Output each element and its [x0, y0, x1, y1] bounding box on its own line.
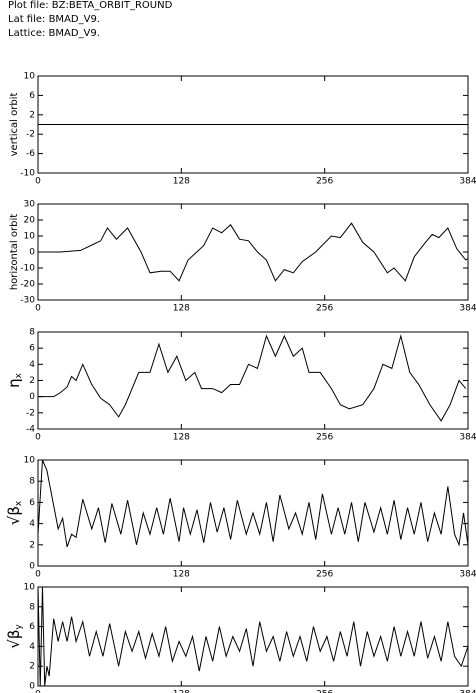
plot-frame — [37, 203, 469, 301]
y-axis-label-main: horizontal orbit — [9, 214, 20, 290]
x-tick-label: 0 — [35, 690, 41, 693]
y-tick-label: 0 — [29, 392, 35, 402]
x-tick-label: 384 — [459, 433, 476, 443]
x-tick-label: 128 — [173, 433, 190, 443]
x-tick-label: 128 — [173, 304, 190, 314]
y-tick-label: -2 — [26, 130, 35, 140]
y-tick-label: 2 — [29, 376, 35, 386]
x-tick-label: 0 — [35, 177, 41, 187]
x-tick-label: 0 — [35, 570, 41, 580]
y-axis-label: vertical orbit — [9, 93, 20, 157]
header-line: Lat file: BMAD_V9. — [8, 14, 100, 25]
y-axis-label: horizontal orbit — [9, 214, 20, 290]
y-axis-label-sub: y — [14, 624, 24, 630]
y-tick-label: 0 — [29, 248, 35, 258]
x-tick-label: 256 — [316, 690, 333, 693]
y-axis-label-sub: x — [14, 500, 24, 506]
y-tick-label: 20 — [24, 216, 36, 226]
y-tick-label: -6 — [26, 149, 35, 159]
x-tick-label: 384 — [459, 690, 476, 693]
x-tick-label: 256 — [316, 570, 333, 580]
y-tick-label: 10 — [24, 583, 36, 593]
plot-frame — [37, 586, 469, 687]
y-tick-label: 2 — [29, 110, 35, 120]
y-tick-label: 6 — [29, 91, 35, 101]
x-tick-label: 128 — [173, 690, 190, 693]
y-axis-label-main: √β — [5, 630, 23, 649]
y-tick-label: -10 — [20, 264, 35, 274]
x-tick-label: 256 — [316, 177, 333, 187]
y-tick-label: -20 — [20, 280, 35, 290]
data-line — [37, 459, 469, 548]
x-tick-label: 256 — [316, 433, 333, 443]
y-tick-label: 6 — [29, 498, 35, 508]
y-axis-label-main: η — [5, 378, 23, 388]
data-line — [38, 222, 469, 282]
x-tick-label: 128 — [173, 570, 190, 580]
y-tick-label: -30 — [20, 296, 35, 306]
x-tick-label: 0 — [35, 433, 41, 443]
y-tick-label: 4 — [29, 360, 35, 370]
y-tick-label: 4 — [29, 519, 35, 529]
y-axis-label: √βy — [5, 624, 24, 649]
y-tick-label: -4 — [26, 425, 35, 435]
y-tick-label: 0 — [29, 562, 35, 572]
plot-frame — [37, 459, 469, 567]
y-axis-label-main: vertical orbit — [9, 93, 20, 157]
x-tick-label: 0 — [35, 304, 41, 314]
y-tick-label: 2 — [29, 540, 35, 550]
y-tick-label: 8 — [29, 602, 35, 612]
x-tick-label: 256 — [316, 304, 333, 314]
data-line — [38, 334, 467, 422]
x-tick-label: 384 — [459, 177, 476, 187]
y-axis-label: √βx — [5, 500, 24, 525]
y-axis-label: ηx — [5, 372, 24, 388]
y-tick-label: 10 — [24, 72, 36, 82]
x-tick-label: 384 — [459, 304, 476, 314]
y-tick-label: -2 — [26, 408, 35, 418]
y-tick-label: 30 — [24, 200, 36, 210]
y-tick-label: 0 — [29, 682, 35, 692]
y-tick-label: 6 — [29, 344, 35, 354]
y-tick-label: 6 — [29, 622, 35, 632]
y-tick-label: 4 — [29, 642, 35, 652]
y-axis-label-sub: x — [14, 372, 24, 378]
y-tick-label: -10 — [20, 169, 35, 179]
header-line: Lattice: BMAD_V9. — [8, 28, 100, 39]
x-tick-label: 128 — [173, 177, 190, 187]
x-tick-label: 384 — [459, 570, 476, 580]
y-tick-label: 2 — [29, 662, 35, 672]
data-line — [37, 586, 469, 687]
y-tick-label: 8 — [29, 328, 35, 338]
y-tick-label: 8 — [29, 477, 35, 487]
y-tick-label: 10 — [24, 232, 36, 242]
y-tick-label: 10 — [24, 456, 36, 466]
header-line: Plot file: BZ:BETA_ORBIT_ROUND — [8, 0, 173, 11]
y-axis-label-main: √β — [5, 506, 23, 525]
